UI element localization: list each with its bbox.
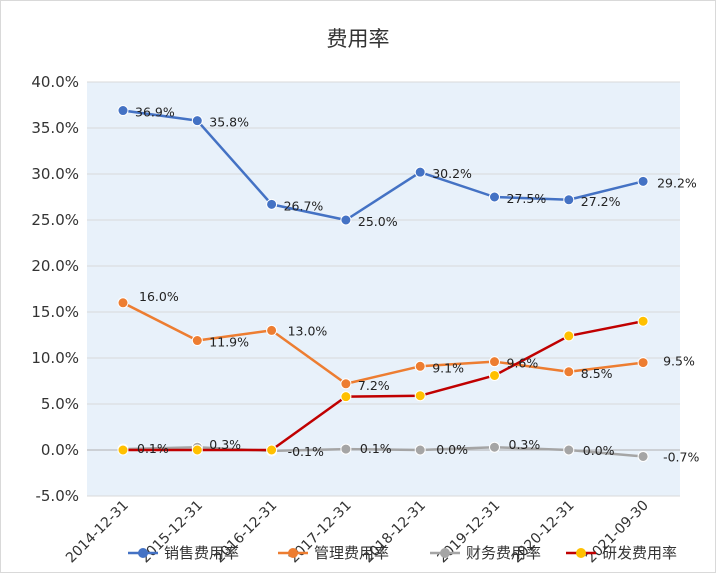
series-4-point (191, 444, 203, 456)
legend-swatch-marker (288, 548, 298, 558)
series-1-data-label: 36.9% (135, 105, 175, 120)
y-tick-label: 10.0% (31, 349, 79, 367)
legend-label: 研发费用率 (602, 544, 677, 562)
series-4-point (489, 369, 500, 381)
y-tick-label: 40.0% (31, 73, 79, 91)
legend-item: 研发费用率 (566, 544, 677, 562)
series-3-point (563, 444, 575, 456)
series-4-line (123, 319, 644, 452)
y-tick-label: 30.0% (31, 165, 79, 183)
series-3-data-label: 0.3% (509, 437, 541, 452)
y-tick-label: 5.0% (41, 395, 79, 413)
series-1-point (563, 194, 575, 206)
series-4-point (340, 391, 352, 403)
series-3-line (122, 445, 644, 458)
y-tick-label: 15.0% (31, 303, 79, 321)
legend-swatch-marker (576, 548, 586, 558)
series-2-point (117, 297, 129, 309)
series-3-data-label: -0.1% (288, 444, 324, 459)
y-tick-label: 35.0% (31, 119, 79, 137)
series-1-point (340, 214, 352, 226)
series-2-data-label: 9.5% (663, 354, 695, 369)
legend-item: 财务费用率 (430, 544, 541, 562)
series-2-data-label: 9.1% (432, 360, 464, 375)
series-2-point (414, 360, 426, 372)
series-1-point (191, 115, 203, 127)
series-3-data-label: 0.1% (360, 441, 392, 456)
series-2-point (191, 335, 203, 347)
series-2-data-label: 7.2% (358, 378, 390, 393)
y-tick-label: -5.0% (35, 487, 79, 505)
series-1-point (637, 175, 649, 187)
legend-swatch-marker (440, 548, 450, 558)
y-tick-label: 0.0% (41, 441, 79, 459)
series-1-data-label: 26.7% (284, 198, 324, 213)
series-1-data-label: 30.2% (432, 166, 472, 181)
chart-title: 费用率 (327, 27, 390, 51)
series-2-data-label: 16.0% (139, 289, 179, 304)
series-3-data-label: 0.0% (583, 443, 615, 458)
series-2-data-label: 13.0% (288, 323, 328, 338)
y-tick-label: 25.0% (31, 211, 79, 229)
series-4-point (117, 444, 129, 456)
series-1-point (489, 191, 500, 203)
series-2-point (340, 378, 352, 390)
legend-swatch-marker (138, 548, 148, 558)
series-2-point (563, 366, 575, 378)
legend-label: 财务费用率 (466, 544, 541, 562)
series-3-data-label: 0.0% (436, 442, 468, 457)
legend-item: 管理费用率 (278, 544, 389, 562)
series-3-point (340, 443, 352, 455)
y-tick-label: 20.0% (31, 257, 79, 275)
series-2-point (489, 356, 500, 368)
series-1-data-label: 25.0% (358, 214, 398, 229)
series-2-data-label: 8.5% (581, 366, 613, 381)
legend-item: 销售费用率 (128, 544, 239, 562)
plot-area (87, 82, 680, 496)
series-3-data-label: 0.1% (137, 441, 169, 456)
series-1-data-label: 27.2% (581, 194, 621, 209)
series-3-data-label: 0.3% (209, 437, 241, 452)
series-1-point (414, 166, 426, 178)
series-2-line (122, 301, 644, 386)
series-3-point (414, 444, 426, 456)
series-3-point (489, 441, 500, 453)
series-3-data-label: -0.7% (663, 449, 699, 464)
legend-label: 管理费用率 (314, 544, 389, 562)
series-2-point (266, 324, 278, 336)
series-1-data-label: 29.2% (657, 175, 697, 190)
series-1-point (266, 198, 278, 210)
series-4-point (563, 330, 575, 342)
series-2-data-label: 11.9% (209, 335, 249, 350)
series-2-point (637, 357, 649, 369)
legend-label: 销售费用率 (164, 544, 239, 562)
series-4-point (414, 390, 426, 402)
series-4-point (266, 444, 278, 456)
series-4-point (637, 315, 649, 327)
series-1-line (122, 109, 644, 222)
series-2-data-label: 9.6% (507, 356, 539, 371)
series-1-data-label: 35.8% (209, 115, 249, 130)
series-3-point (637, 450, 649, 462)
series-1-point (117, 105, 129, 117)
series-1-data-label: 27.5% (507, 191, 547, 206)
